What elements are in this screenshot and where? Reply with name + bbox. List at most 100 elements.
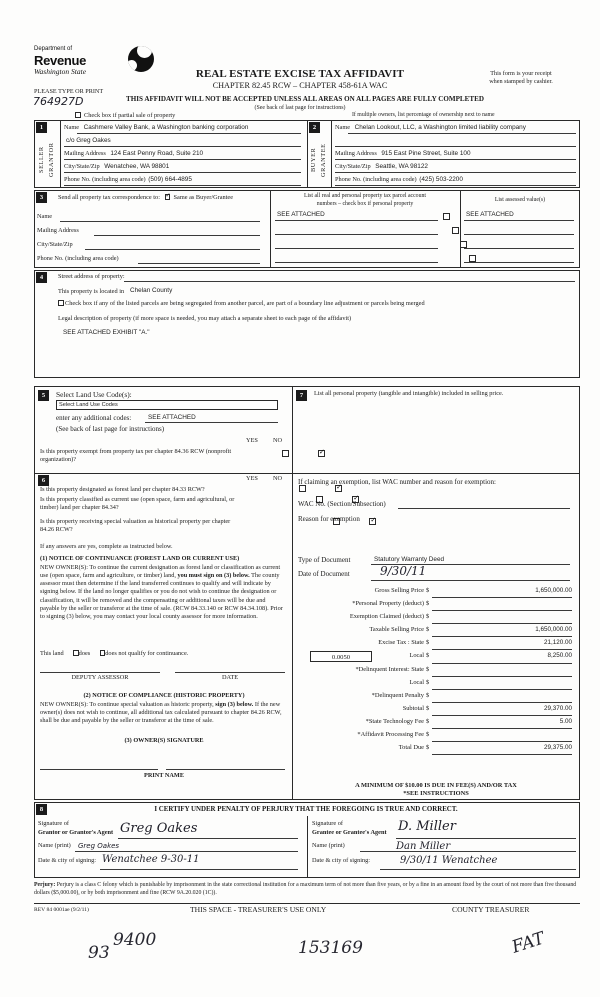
- tax-row-taxable: Taxable Selling Price $ 1,650,000.00: [296, 625, 576, 638]
- minimum-due-note: A MINIMUM OF $10.00 IS DUE IN FEE(S) AND…: [355, 782, 517, 789]
- segregated-checkbox[interactable]: [58, 300, 64, 306]
- legal-description-value[interactable]: SEE ATTACHED EXHIBIT "A.": [63, 329, 150, 336]
- seller-name-value[interactable]: Cashmere Valley Bank, a Washington banki…: [83, 124, 249, 131]
- corr-city-label: City/State/Zip: [37, 241, 73, 248]
- buyer-phone-value[interactable]: (425) 503-2200: [419, 176, 463, 183]
- parcel-personal-checkbox-0[interactable]: [443, 213, 450, 220]
- buyer-careof-rule: [335, 146, 576, 147]
- assessor-date-input[interactable]: [175, 672, 285, 673]
- buyer-name-rule: [348, 133, 576, 134]
- wac-number-input[interactable]: [398, 508, 570, 509]
- tax-row-subtotal: Subtotal $ 29,370.00: [296, 704, 576, 717]
- current-use-yes-checkbox[interactable]: [316, 496, 324, 503]
- tax-row-exemption: Exemption Claimed (deduct) $: [296, 612, 576, 625]
- grantor-name-value[interactable]: Greg Oakes: [78, 842, 120, 850]
- parcel-personal-checkbox-3[interactable]: [468, 255, 476, 262]
- historic-no-checkbox[interactable]: [369, 517, 376, 525]
- tax-row-gross-rule: [432, 597, 572, 598]
- completion-warning: THIS AFFIDAVIT WILL NOT BE ACCEPTED UNLE…: [126, 95, 484, 103]
- assessed-row-3-input[interactable]: [464, 262, 574, 263]
- doc-type-value[interactable]: Statutory Warranty Deed: [374, 556, 445, 563]
- grantee-date-value[interactable]: 9/30/11 Wenatchee: [400, 855, 498, 866]
- seller-mailing-value[interactable]: 124 East Penny Road, Suite 210: [110, 150, 204, 157]
- partial-sale-checkbox[interactable]: [75, 112, 81, 118]
- historic-valuation-question: Is this property receiving special valua…: [40, 518, 231, 534]
- exempt-no-checkbox[interactable]: [317, 449, 325, 457]
- grantee-name-value[interactable]: Dan Miller: [396, 841, 451, 852]
- street-address-input[interactable]: [124, 281, 575, 282]
- grantor-sig-label-2: Grantor or Grantor's Agent: [38, 829, 114, 836]
- parcel-personal-checkbox-1[interactable]: [451, 227, 459, 234]
- tax-row-taxable-value[interactable]: 1,650,000.00: [535, 626, 572, 633]
- footer-rule: [34, 903, 580, 904]
- buyer-label-divider: [331, 120, 332, 188]
- located-in-label: This property is located in: [58, 288, 125, 295]
- parcel-row-1-input[interactable]: [275, 234, 438, 235]
- tax-row-delinq-int-local: Local $: [296, 678, 576, 691]
- tax-row-processing-fee-label: *Affidavit Processing Fee: [357, 731, 424, 738]
- current-use-no-checkbox[interactable]: [351, 495, 359, 503]
- reason-for-exemption-input[interactable]: [298, 524, 570, 546]
- does-qualify-checkbox[interactable]: [73, 650, 79, 656]
- tax-row-total-due-value[interactable]: 29,375.00: [543, 744, 572, 751]
- seller-careof-rule: [64, 146, 301, 147]
- buyer-city-value[interactable]: Seattle, WA 98122: [375, 163, 428, 170]
- dollar-sign-3: $: [426, 626, 430, 633]
- section-6-no-label: NO: [273, 475, 283, 482]
- tax-row-excise-state-value[interactable]: 21,120.00: [543, 639, 572, 646]
- notice-1-body: NEW OWNER(S): To continue the current de…: [40, 564, 283, 620]
- forest-land-yes-checkbox[interactable]: [299, 485, 307, 492]
- tax-row-gross-value[interactable]: 1,650,000.00: [535, 587, 572, 594]
- land-use-code-select[interactable]: Select Land Use Codes: [56, 400, 278, 410]
- forest-land-no-checkbox[interactable]: [334, 484, 342, 492]
- historic-yes-checkbox[interactable]: [333, 518, 341, 525]
- parcel-row-3-input[interactable]: [275, 262, 438, 263]
- seller-phone-rule: [64, 185, 301, 186]
- dollar-sign-8: $: [426, 692, 430, 699]
- parcel-personal-checkbox-2[interactable]: [460, 241, 468, 248]
- dollar-sign-1: $: [426, 600, 430, 607]
- section-2-number: 2: [309, 122, 320, 133]
- tax-row-gross: Gross Selling Price $ 1,650,000.00: [296, 586, 576, 599]
- grantor-name-rule: [75, 851, 298, 852]
- parcel-row-0-value[interactable]: SEE ATTACHED: [277, 211, 325, 218]
- grantee-signature-value[interactable]: D. Miller: [398, 819, 456, 834]
- corr-city-input[interactable]: [85, 249, 260, 250]
- exempt-yes-checkbox[interactable]: [282, 450, 290, 457]
- grantor-signature-rule: [118, 838, 298, 839]
- parcel-row-2-input[interactable]: [275, 248, 438, 249]
- grantor-date-value[interactable]: Wenatchee 9-30-11: [102, 854, 200, 865]
- doc-date-value[interactable]: 9/30/11: [380, 564, 427, 578]
- does-not-qualify-checkbox[interactable]: [99, 650, 106, 656]
- corr-name-input[interactable]: [60, 221, 260, 222]
- tax-row-subtotal-value[interactable]: 29,370.00: [543, 705, 572, 712]
- assessed-row-0-value[interactable]: SEE ATTACHED: [466, 211, 514, 218]
- same-as-buyer-checkbox[interactable]: [164, 193, 170, 200]
- assessed-row-2-input[interactable]: [464, 248, 574, 249]
- buyer-mailing-value[interactable]: 915 East Pine Street, Suite 100: [381, 150, 471, 157]
- doc-type-rule: [371, 564, 570, 565]
- local-rate-box[interactable]: 0.0050: [310, 651, 372, 662]
- corr-mailing-input[interactable]: [94, 235, 260, 236]
- perjury-notice: Perjury: Perjury is a class C felony whi…: [34, 882, 580, 897]
- tax-row-tech-fee-value[interactable]: 5.00: [559, 718, 572, 725]
- seller-care-of-value[interactable]: c/o Greg Oakes: [66, 137, 111, 144]
- corr-phone-input[interactable]: [138, 263, 260, 264]
- tax-row-excise-local-value[interactable]: 8,250.00: [547, 652, 572, 659]
- located-in-value[interactable]: Chelan County: [130, 287, 173, 294]
- seller-phone-value[interactable]: (509) 664-4895: [148, 176, 192, 183]
- deputy-assessor-signature-input[interactable]: [40, 672, 160, 673]
- tax-row-total-due-rule: [432, 754, 572, 755]
- personal-property-label: List all personal property (tangible and…: [314, 390, 504, 397]
- tax-row-processing-fee-rule: [432, 741, 572, 742]
- assessed-row-1-input[interactable]: [464, 234, 574, 235]
- owner-signature-input-2[interactable]: [166, 769, 285, 770]
- additional-codes-value[interactable]: SEE ATTACHED: [148, 414, 196, 421]
- owner-signature-input[interactable]: [40, 769, 158, 770]
- grantor-signature-value[interactable]: Greg Oakes: [120, 821, 198, 836]
- buyer-name-value[interactable]: Chelan Lookout, LLC, a Washington limite…: [354, 124, 526, 131]
- personal-property-input[interactable]: [314, 405, 572, 465]
- seller-city-value[interactable]: Wenatchee, WA 98801: [104, 163, 170, 170]
- this-land-label: This land: [40, 650, 64, 657]
- tax-row-delinq-int-state: *Delinquent Interest: State $: [296, 665, 576, 678]
